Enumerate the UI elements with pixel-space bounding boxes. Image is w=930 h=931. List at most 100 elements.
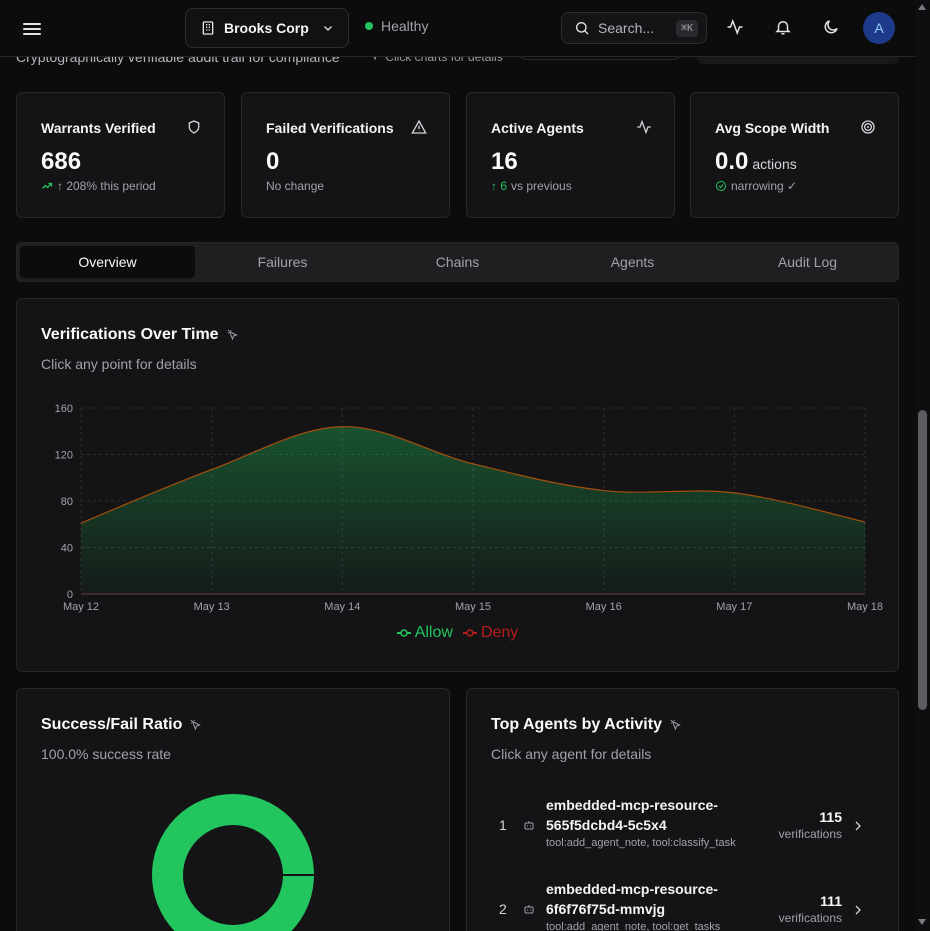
data-point-allow	[862, 519, 868, 525]
y-tick-label: 0	[67, 589, 73, 601]
stat-unit: actions	[752, 156, 797, 172]
stat-delta-text: vs previous	[511, 179, 572, 193]
chevron-right-icon	[855, 905, 861, 915]
tab-chains[interactable]: Chains	[435, 254, 480, 270]
agent-count-label: verifications	[778, 911, 842, 925]
tab-agents[interactable]: Agents	[610, 254, 655, 270]
x-tick-label: May 15	[455, 601, 491, 613]
tab-failures[interactable]: Failures	[257, 254, 308, 270]
data-point-allow	[209, 467, 215, 473]
building-icon	[202, 21, 214, 35]
success-fail-donut[interactable]	[133, 789, 333, 931]
chart-legend: Allow Deny	[17, 624, 898, 642]
bot-icon	[524, 905, 534, 914]
data-point-allow	[470, 461, 476, 467]
data-point-allow	[339, 424, 345, 430]
target-icon	[861, 120, 875, 134]
verifications-chart-card: Verifications Over Time Click any point …	[16, 298, 899, 672]
agent-count: 111	[820, 893, 842, 909]
stat-value: 0	[266, 148, 280, 175]
agent-count-label: verifications	[778, 827, 842, 841]
y-tick-label: 80	[61, 496, 73, 508]
ratio-chart-card: Success/Fail Ratio 100.0% success rate	[16, 688, 450, 931]
x-tick-label: May 12	[63, 601, 99, 613]
donut-slice-success	[152, 794, 314, 931]
stat-label: Failed Verifications	[266, 120, 394, 136]
pointer-icon	[191, 719, 202, 731]
y-tick-label: 40	[61, 543, 73, 555]
activity-icon	[637, 119, 651, 135]
agent-count: 115	[819, 809, 842, 825]
chart-subtitle: Click any point for details	[41, 356, 197, 372]
legend-allow-label: Allow	[414, 624, 453, 641]
search-shortcut: ⌘K	[675, 19, 698, 37]
search-icon	[576, 22, 589, 35]
data-point-allow	[731, 490, 737, 496]
legend-allow-icon	[396, 629, 411, 637]
stat-card-failed-verifications: Failed Verifications 0 No change	[241, 92, 450, 218]
stat-delta: No change	[266, 179, 325, 193]
legend-item-allow[interactable]: Allow	[396, 624, 453, 642]
agent-name: embedded-mcp-resource-6f6f76f75d-mmvjg	[546, 881, 718, 917]
x-tick-label: May 14	[324, 601, 360, 613]
agent-row[interactable]: 2 embedded-mcp-resource-6f6f76f75d-mmvjg…	[467, 873, 898, 931]
chart-title: Top Agents by Activity	[491, 716, 682, 734]
stat-value: 0.0 actions	[715, 148, 797, 176]
chart-subtitle: 100.0% success rate	[41, 746, 171, 762]
moon-icon[interactable]	[820, 16, 842, 38]
health-label: Healthy	[381, 18, 429, 34]
y-tick-label: 120	[55, 450, 73, 462]
chart-title: Success/Fail Ratio	[41, 716, 202, 734]
chart-title-text: Top Agents by Activity	[491, 716, 662, 733]
scroll-down-icon[interactable]	[918, 919, 926, 925]
chart-title-text: Success/Fail Ratio	[41, 716, 183, 733]
chevron-right-icon	[855, 821, 861, 831]
stat-delta: ↑ 208% this period	[41, 179, 156, 193]
check-circle-icon	[716, 181, 726, 191]
legend-item-deny[interactable]: Deny	[462, 624, 518, 642]
tab-overview[interactable]: Overview	[20, 246, 195, 278]
legend-deny-icon	[462, 629, 477, 637]
tab-audit-log[interactable]: Audit Log	[777, 254, 838, 270]
activity-icon[interactable]	[724, 16, 746, 38]
stat-card-active-agents: Active Agents 16 ↑ 6 vs previous	[466, 92, 675, 218]
search-button[interactable]: Search... ⌘K	[561, 12, 707, 44]
health-status: Healthy	[365, 18, 428, 34]
agent-rank: 1	[499, 817, 507, 833]
scroll-up-icon[interactable]	[918, 4, 926, 10]
stat-delta-text: ↑ 208% this period	[57, 179, 156, 193]
agent-scope: tool:add_agent_note, tool:classify_task	[546, 837, 736, 849]
menu-icon[interactable]	[21, 20, 43, 38]
chart-subtitle: Click any agent for details	[491, 746, 652, 762]
stat-delta: narrowing ✓	[715, 179, 797, 193]
x-tick-label: May 17	[716, 601, 752, 613]
top-header: Brooks Corp Healthy Search... ⌘K A	[0, 0, 915, 57]
stat-label: Avg Scope Width	[715, 120, 830, 136]
scrollbar-thumb[interactable]	[918, 410, 927, 710]
data-point-allow	[601, 488, 607, 494]
pointer-icon	[227, 329, 238, 341]
alert-triangle-icon	[411, 119, 427, 134]
stat-label: Active Agents	[491, 120, 584, 136]
x-tick-label: May 16	[586, 601, 622, 613]
org-switcher[interactable]: Brooks Corp	[185, 8, 349, 48]
trending-up-icon	[42, 182, 53, 189]
stat-card-avg-scope-width: Avg Scope Width 0.0 actions narrowing ✓	[690, 92, 899, 218]
stat-value-number: 0.0	[715, 148, 749, 175]
agent-row[interactable]: 1 embedded-mcp-resource-565f5dcbd4-5c5x4…	[467, 789, 898, 869]
chart-title: Verifications Over Time	[41, 326, 239, 344]
stat-delta-value: ↑ 6	[491, 179, 508, 193]
x-tick-label: May 13	[194, 601, 230, 613]
stat-label: Warrants Verified	[41, 120, 156, 136]
bot-icon	[524, 821, 534, 830]
avatar[interactable]: A	[863, 12, 895, 44]
stat-delta-text: narrowing ✓	[731, 179, 798, 193]
bell-icon[interactable]	[772, 16, 794, 38]
top-agents-card: Top Agents by Activity Click any agent f…	[466, 688, 899, 931]
verifications-area-chart[interactable]: 0 40 80 120 160 May 12 May 13 May 14 May 15 May 1…	[17, 394, 898, 624]
search-placeholder: Search...	[598, 20, 655, 36]
stat-value: 686	[41, 148, 82, 175]
org-name: Brooks Corp	[224, 20, 309, 36]
y-tick-label: 160	[55, 403, 73, 415]
pointer-icon	[670, 719, 681, 731]
